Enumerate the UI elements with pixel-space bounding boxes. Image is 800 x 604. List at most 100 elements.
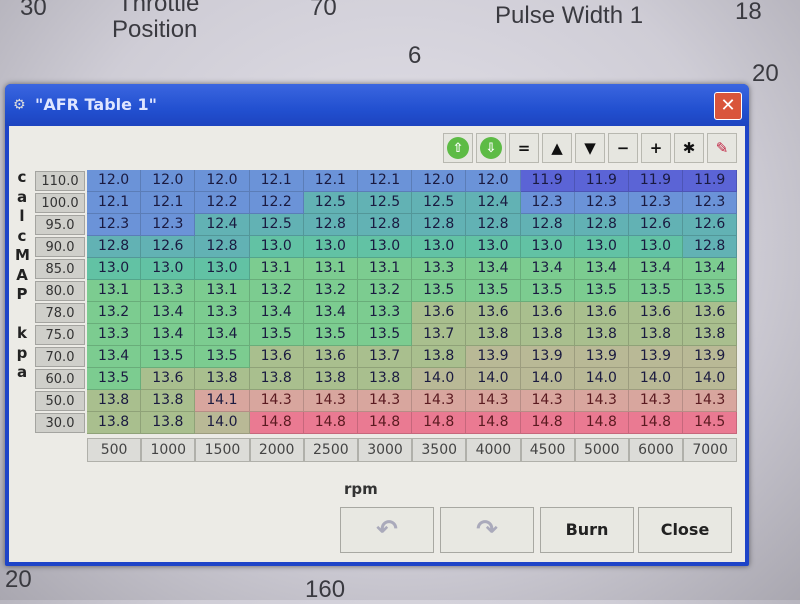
table-cell[interactable]: 13.9 [520,346,575,368]
table-cell[interactable]: 13.1 [249,258,304,280]
table-cell[interactable]: 13.0 [412,236,467,258]
table-cell[interactable]: 13.8 [195,368,250,390]
table-cell[interactable]: 14.3 [303,390,358,412]
table-cell[interactable]: 13.1 [357,258,413,280]
table-cell[interactable]: 13.8 [628,324,684,346]
table-cell[interactable]: 12.8 [574,214,629,236]
table-cell[interactable]: 12.6 [683,214,738,236]
redo-button[interactable]: ↷ [440,507,534,553]
table-cell[interactable]: 12.1 [87,192,142,214]
multiply-button[interactable]: ✱ [674,133,704,163]
table-cell[interactable]: 11.9 [574,170,629,192]
table-cell[interactable]: 13.3 [357,302,413,324]
y-axis-value[interactable]: 100.0 [35,193,85,213]
table-cell[interactable]: 13.1 [195,280,250,302]
table-cell[interactable]: 13.0 [357,236,413,258]
table-cell[interactable]: 13.8 [520,324,575,346]
table-cell[interactable]: 13.5 [520,280,575,302]
shift-down-button[interactable]: ⇩ [476,133,506,163]
table-cell[interactable]: 13.0 [466,236,521,258]
table-cell[interactable]: 13.2 [357,280,413,302]
plus-button[interactable]: + [641,133,671,163]
table-cell[interactable]: 14.8 [357,412,413,434]
table-cell[interactable]: 14.3 [683,390,738,412]
table-cell[interactable]: 13.8 [249,368,304,390]
table-cell[interactable]: 14.0 [412,368,467,390]
table-cell[interactable]: 13.7 [412,324,467,346]
table-cell[interactable]: 12.4 [466,192,521,214]
table-cell[interactable]: 13.9 [628,346,684,368]
table-cell[interactable]: 14.8 [628,412,684,434]
table-cell[interactable]: 13.0 [87,258,142,280]
table-cell[interactable]: 12.0 [466,170,521,192]
table-cell[interactable]: 12.8 [683,236,738,258]
table-cell[interactable]: 14.0 [683,368,738,390]
shift-up-button[interactable]: ⇧ [443,133,473,163]
title-bar[interactable]: ⚙ "AFR Table 1" ✕ [5,84,749,126]
table-cell[interactable]: 13.8 [466,324,521,346]
minus-button[interactable]: − [608,133,638,163]
x-axis-value[interactable]: 1500 [195,438,250,462]
table-cell[interactable]: 13.0 [195,258,250,280]
table-cell[interactable]: 13.6 [574,302,629,324]
table-cell[interactable]: 13.5 [412,280,467,302]
table-cell[interactable]: 12.5 [303,192,358,214]
table-cell[interactable]: 13.4 [683,258,738,280]
table-cell[interactable]: 12.5 [357,192,413,214]
table-cell[interactable]: 13.5 [683,280,738,302]
table-cell[interactable]: 13.5 [574,280,629,302]
table-cell[interactable]: 13.0 [628,236,684,258]
table-cell[interactable]: 13.8 [87,412,142,434]
table-cell[interactable]: 13.8 [87,390,142,412]
y-axis-value[interactable]: 110.0 [35,171,85,191]
table-cell[interactable]: 13.9 [683,346,738,368]
table-cell[interactable]: 12.6 [628,214,684,236]
table-cell[interactable]: 13.4 [195,324,250,346]
table-cell[interactable]: 12.3 [574,192,629,214]
table-cell[interactable]: 13.2 [249,280,304,302]
table-cell[interactable]: 14.3 [628,390,684,412]
undo-button[interactable]: ↶ [340,507,434,553]
table-cell[interactable]: 13.4 [520,258,575,280]
table-cell[interactable]: 14.0 [574,368,629,390]
table-cell[interactable]: 11.9 [628,170,684,192]
table-cell[interactable]: 13.8 [574,324,629,346]
table-cell[interactable]: 12.3 [141,214,196,236]
table-cell[interactable]: 12.4 [195,214,250,236]
table-cell[interactable]: 14.0 [628,368,684,390]
table-cell[interactable]: 12.0 [141,170,196,192]
table-cell[interactable]: 14.3 [412,390,467,412]
table-cell[interactable]: 13.4 [249,302,304,324]
table-cell[interactable]: 13.7 [357,346,413,368]
pen-button[interactable]: ✎ [707,133,737,163]
table-cell[interactable]: 13.8 [141,412,196,434]
table-cell[interactable]: 12.8 [303,214,358,236]
table-cell[interactable]: 11.9 [520,170,575,192]
table-cell[interactable]: 13.4 [303,302,358,324]
x-axis-value[interactable]: 5000 [574,438,629,462]
table-cell[interactable]: 14.3 [466,390,521,412]
table-cell[interactable]: 14.8 [466,412,521,434]
table-cell[interactable]: 13.5 [249,324,304,346]
table-cell[interactable]: 12.3 [628,192,684,214]
table-cell[interactable]: 13.4 [141,302,196,324]
table-cell[interactable]: 13.4 [628,258,684,280]
table-cell[interactable]: 12.2 [195,192,250,214]
window-close-button[interactable]: ✕ [714,92,742,120]
table-cell[interactable]: 13.1 [303,258,358,280]
table-cell[interactable]: 11.9 [683,170,738,192]
y-axis-value[interactable]: 75.0 [35,325,85,345]
table-cell[interactable]: 14.0 [520,368,575,390]
table-cell[interactable]: 13.6 [412,302,467,324]
burn-button[interactable]: Burn [540,507,634,553]
table-cell[interactable]: 13.6 [141,368,196,390]
table-cell[interactable]: 13.0 [303,236,358,258]
table-cell[interactable]: 13.8 [357,368,413,390]
table-cell[interactable]: 13.5 [357,324,413,346]
x-axis-value[interactable]: 4500 [520,438,575,462]
decrement-button[interactable]: ▼ [575,133,605,163]
table-cell[interactable]: 12.1 [303,170,358,192]
table-cell[interactable]: 13.5 [466,280,521,302]
y-axis-value[interactable]: 30.0 [35,413,85,433]
table-cell[interactable]: 14.0 [466,368,521,390]
